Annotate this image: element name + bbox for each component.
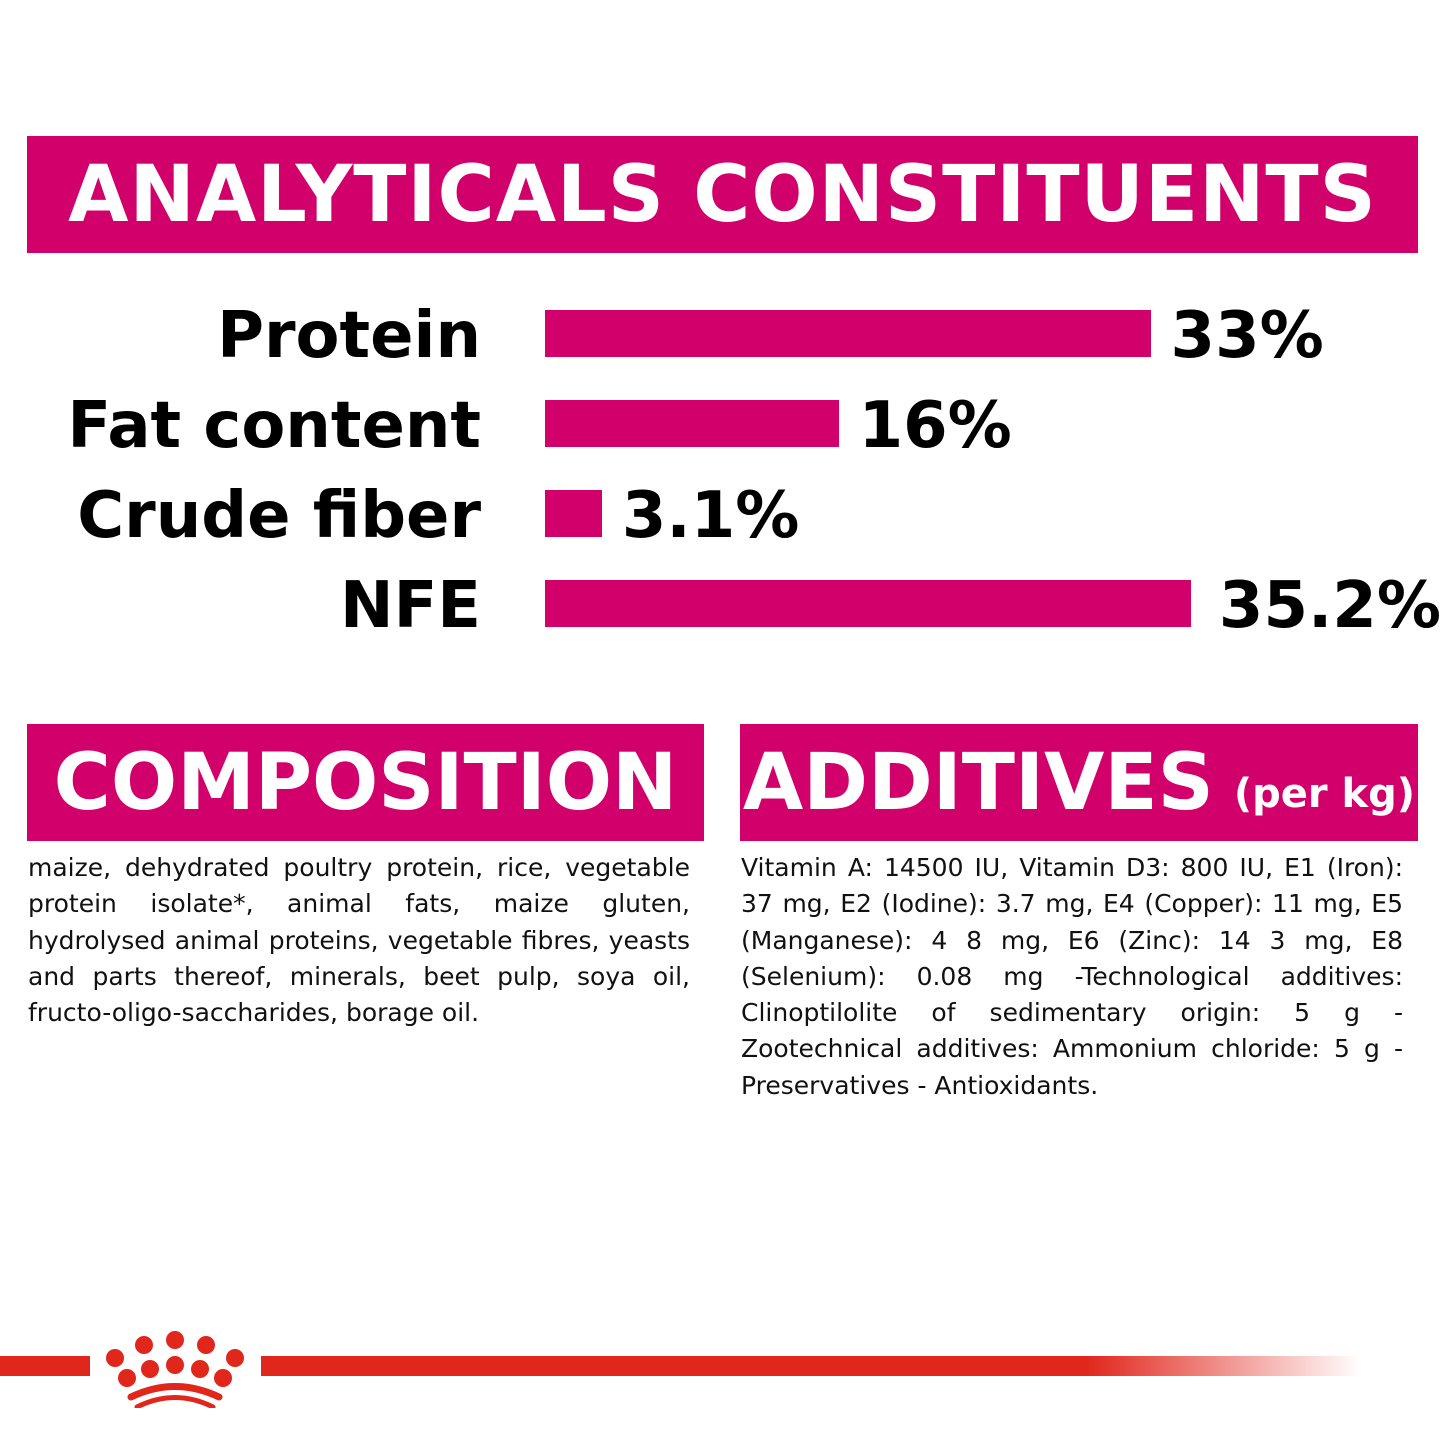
value-label: 16% [858,389,1012,463]
bar-nfe [545,580,1191,627]
additives-header: ADDITIVES (per kg) [740,724,1418,841]
header-title: ANALYTICALS CONSTITUENTS [68,149,1377,240]
additives-subtitle: (per kg) [1233,770,1416,817]
additives-text: Vitamin A: 14500 IU, Vitamin D3: 800 IU,… [741,853,1403,1100]
additives-title: ADDITIVES [742,737,1214,828]
category-label: Fat content [67,389,481,463]
composition-text: maize, dehydrated poultry protein, rice,… [28,853,690,1028]
bar-crude-fiber [545,490,602,537]
category-label: Crude fiber [77,479,481,553]
analytical-constituents-header: ANALYTICALS CONSTITUENTS [27,136,1418,253]
footer-line-right [261,1356,1361,1376]
value-label: 35.2% [1218,569,1441,643]
category-label: Protein [217,299,481,373]
composition-header: COMPOSITION [27,724,704,841]
value-label: 33% [1170,299,1324,373]
crown-logo-icon [106,1331,244,1408]
value-label: 3.1% [621,479,800,553]
bar-fat-content [545,400,839,447]
category-label: NFE [340,569,481,643]
footer-line-left [0,1356,90,1376]
bar-protein [545,310,1151,357]
composition-title: COMPOSITION [53,737,678,828]
